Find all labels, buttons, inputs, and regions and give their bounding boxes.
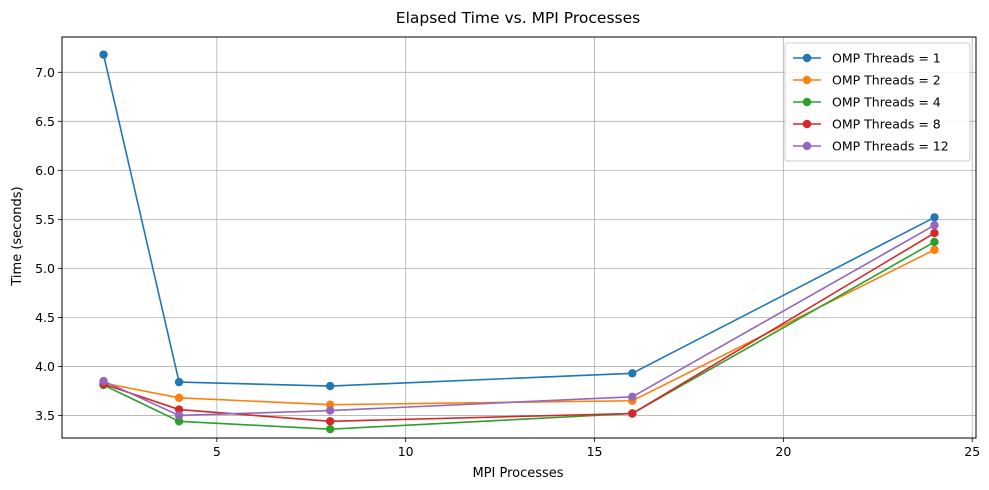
- legend-swatch-marker: [802, 119, 812, 129]
- series-omp-1: [99, 245, 939, 409]
- legend-label: OMP Threads = 1: [832, 51, 941, 66]
- y-tick-label: 6.0: [35, 163, 55, 178]
- legend-swatch-marker: [802, 75, 812, 85]
- legend-label: OMP Threads = 4: [832, 95, 941, 110]
- x-axis-ticks: 5 10 15 20 25: [213, 438, 980, 459]
- data-point: [628, 409, 637, 418]
- legend-box: [784, 42, 971, 162]
- legend-item: OMP Threads = 1: [793, 51, 941, 66]
- x-tick-label: 20: [775, 444, 791, 459]
- y-axis-ticks: 3.5 4.0 4.5 5.0 5.5 6.0 6.5 7.0: [35, 65, 62, 423]
- y-tick-label: 5.5: [35, 212, 55, 227]
- legend: OMP Threads = 1 OMP Threads = 2 OMP Thread…: [784, 42, 971, 162]
- data-point: [325, 417, 335, 426]
- data-point: [99, 50, 108, 59]
- legend-swatch-marker: [802, 53, 812, 63]
- legend-label: OMP Threads = 12: [832, 139, 949, 154]
- y-axis-title: Time (seconds): [10, 186, 25, 286]
- series-layer: [99, 50, 939, 434]
- plot-area-frame: [61, 36, 977, 439]
- grid-lines: [62, 37, 976, 438]
- x-axis-title: MPI Processes: [472, 466, 563, 481]
- data-point: [325, 400, 335, 409]
- data-point: [930, 245, 939, 254]
- legend-item: OMP Threads = 8: [793, 117, 941, 132]
- data-point: [174, 417, 184, 426]
- data-point: [325, 381, 335, 391]
- chart-title: Elapsed Time vs. MPI Processes: [396, 9, 640, 27]
- data-point: [930, 237, 939, 247]
- data-point: [99, 376, 108, 386]
- x-tick-label: 10: [398, 444, 414, 459]
- series-omp-4: [99, 221, 939, 420]
- legend-label: OMP Threads = 2: [832, 73, 941, 88]
- data-point: [628, 392, 637, 402]
- data-point: [325, 424, 335, 434]
- y-tick-label: 4.0: [35, 359, 55, 374]
- y-tick-label: 3.5: [35, 408, 55, 423]
- legend-swatch-marker: [802, 97, 812, 107]
- data-point: [174, 405, 184, 414]
- y-tick-label: 6.5: [35, 114, 55, 129]
- data-point: [930, 228, 939, 238]
- y-tick-label: 4.5: [35, 310, 55, 325]
- x-tick-label: 15: [587, 444, 603, 459]
- legend-swatch-marker: [802, 141, 812, 151]
- data-point: [628, 369, 637, 378]
- data-point: [325, 406, 335, 415]
- data-point: [930, 213, 939, 222]
- legend-item: OMP Threads = 12: [793, 139, 949, 154]
- x-tick-label: 25: [964, 444, 980, 459]
- data-point: [174, 393, 184, 403]
- legend-label: OMP Threads = 8: [832, 117, 941, 132]
- data-point: [930, 221, 939, 230]
- y-tick-label: 5.0: [35, 261, 55, 276]
- series-omp-0: [99, 50, 939, 391]
- data-point: [174, 377, 184, 387]
- y-tick-label: 7.0: [35, 65, 55, 80]
- data-point: [174, 411, 184, 420]
- legend-item: OMP Threads = 2: [793, 73, 941, 88]
- legend-item: OMP Threads = 4: [793, 95, 941, 110]
- x-tick-label: 5: [213, 444, 221, 459]
